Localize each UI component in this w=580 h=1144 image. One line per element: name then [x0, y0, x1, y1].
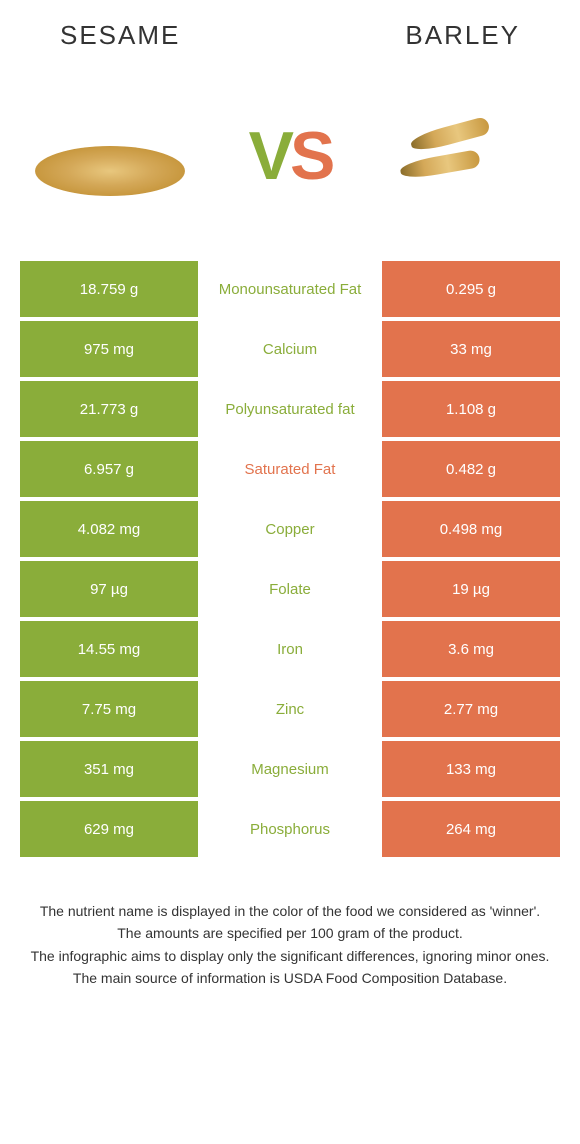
cell-nutrient-label: Monounsaturated Fat — [198, 261, 382, 317]
cell-left-value: 6.957 g — [20, 441, 198, 497]
cell-right-value: 133 mg — [382, 741, 560, 797]
footer-line-1: The nutrient name is displayed in the co… — [30, 901, 550, 921]
vs-label: VS — [249, 117, 332, 195]
table-row: 629 mgPhosphorus264 mg — [20, 801, 560, 857]
footer-line-4: The main source of information is USDA F… — [30, 968, 550, 988]
cell-right-value: 0.498 mg — [382, 501, 560, 557]
cell-nutrient-label: Copper — [198, 501, 382, 557]
cell-nutrient-label: Calcium — [198, 321, 382, 377]
hero: VS — [0, 61, 580, 261]
cell-right-value: 2.77 mg — [382, 681, 560, 737]
table-row: 14.55 mgIron3.6 mg — [20, 621, 560, 677]
footer-line-3: The infographic aims to display only the… — [30, 946, 550, 966]
cell-left-value: 18.759 g — [20, 261, 198, 317]
table-row: 975 mgCalcium33 mg — [20, 321, 560, 377]
cell-right-value: 1.108 g — [382, 381, 560, 437]
barley-image — [380, 86, 560, 226]
cell-right-value: 19 µg — [382, 561, 560, 617]
table-row: 97 µgFolate19 µg — [20, 561, 560, 617]
table-row: 6.957 gSaturated Fat0.482 g — [20, 441, 560, 497]
cell-right-value: 33 mg — [382, 321, 560, 377]
barley-icon — [390, 96, 550, 216]
cell-nutrient-label: Folate — [198, 561, 382, 617]
cell-left-value: 97 µg — [20, 561, 198, 617]
cell-right-value: 0.295 g — [382, 261, 560, 317]
nutrient-table: 18.759 gMonounsaturated Fat0.295 g975 mg… — [20, 261, 560, 857]
cell-left-value: 351 mg — [20, 741, 198, 797]
vs-v: V — [249, 118, 290, 194]
vs-s: S — [290, 118, 331, 194]
header: Sesame Barley — [0, 0, 580, 61]
cell-nutrient-label: Magnesium — [198, 741, 382, 797]
table-row: 7.75 mgZinc2.77 mg — [20, 681, 560, 737]
cell-left-value: 975 mg — [20, 321, 198, 377]
sesame-icon — [35, 146, 185, 196]
table-row: 351 mgMagnesium133 mg — [20, 741, 560, 797]
cell-right-value: 264 mg — [382, 801, 560, 857]
cell-nutrient-label: Phosphorus — [198, 801, 382, 857]
cell-nutrient-label: Iron — [198, 621, 382, 677]
cell-nutrient-label: Saturated Fat — [198, 441, 382, 497]
cell-left-value: 4.082 mg — [20, 501, 198, 557]
footer-line-2: The amounts are specified per 100 gram o… — [30, 923, 550, 943]
table-row: 18.759 gMonounsaturated Fat0.295 g — [20, 261, 560, 317]
cell-right-value: 3.6 mg — [382, 621, 560, 677]
cell-left-value: 629 mg — [20, 801, 198, 857]
cell-nutrient-label: Zinc — [198, 681, 382, 737]
cell-nutrient-label: Polyunsaturated fat — [198, 381, 382, 437]
table-row: 21.773 gPolyunsaturated fat1.108 g — [20, 381, 560, 437]
cell-right-value: 0.482 g — [382, 441, 560, 497]
footer: The nutrient name is displayed in the co… — [0, 861, 580, 988]
title-left: Sesame — [60, 20, 180, 51]
cell-left-value: 21.773 g — [20, 381, 198, 437]
title-right: Barley — [405, 20, 520, 51]
cell-left-value: 7.75 mg — [20, 681, 198, 737]
cell-left-value: 14.55 mg — [20, 621, 198, 677]
sesame-image — [20, 86, 200, 226]
table-row: 4.082 mgCopper0.498 mg — [20, 501, 560, 557]
